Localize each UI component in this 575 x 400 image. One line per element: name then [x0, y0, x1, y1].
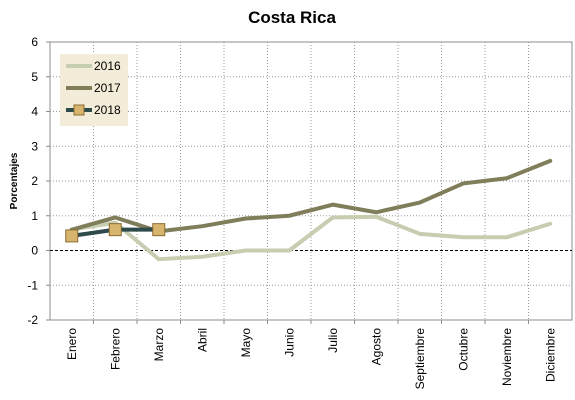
data-point-2018 [65, 229, 79, 243]
y-tick-label: 3 [31, 139, 38, 153]
x-tick-label: Abril [195, 328, 209, 352]
y-tick-label: 6 [31, 35, 38, 49]
series-group [65, 158, 553, 262]
x-tick-label: Agosto [369, 328, 383, 366]
series-line-2016 [69, 214, 553, 262]
x-tick-label: Septiembre [413, 328, 427, 390]
y-tick-label: -1 [27, 278, 38, 292]
legend: 2016 2017 2018 [60, 54, 128, 126]
x-tick-label: Mayo [239, 328, 253, 358]
x-tick-label: Marzo [152, 328, 166, 362]
legend-label-2016: 2016 [94, 59, 121, 73]
x-tick-label: Febrero [108, 328, 122, 370]
legend-label-2018: 2018 [94, 103, 121, 117]
y-axis-label: Porcentajes [9, 152, 20, 209]
y-tick-label: -2 [27, 313, 38, 327]
x-tick-label: Noviembre [500, 328, 514, 386]
y-tick-label: 2 [31, 174, 38, 188]
x-tick-label: Junio [282, 328, 296, 357]
chart-title: Costa Rica [248, 8, 336, 27]
x-axis-ticks: Enero Febrero Marzo Abril Mayo Junio Julio Agos… [65, 320, 557, 390]
data-point-2018 [152, 223, 166, 237]
y-tick-label: 5 [31, 70, 38, 84]
y-tick-label: 0 [31, 244, 38, 258]
y-axis-ticks: -2 -1 0 1 2 3 4 5 6 [27, 35, 50, 327]
x-tick-label: Enero [65, 328, 79, 360]
data-point-2018 [108, 223, 122, 237]
x-tick-label: Diciembre [543, 328, 557, 382]
legend-marker-2018 [73, 104, 85, 116]
y-tick-label: 1 [31, 209, 38, 223]
legend-label-2017: 2017 [94, 81, 121, 95]
y-tick-label: 4 [31, 105, 38, 119]
x-tick-label: Octubre [456, 328, 470, 371]
x-tick-label: Julio [326, 328, 340, 353]
